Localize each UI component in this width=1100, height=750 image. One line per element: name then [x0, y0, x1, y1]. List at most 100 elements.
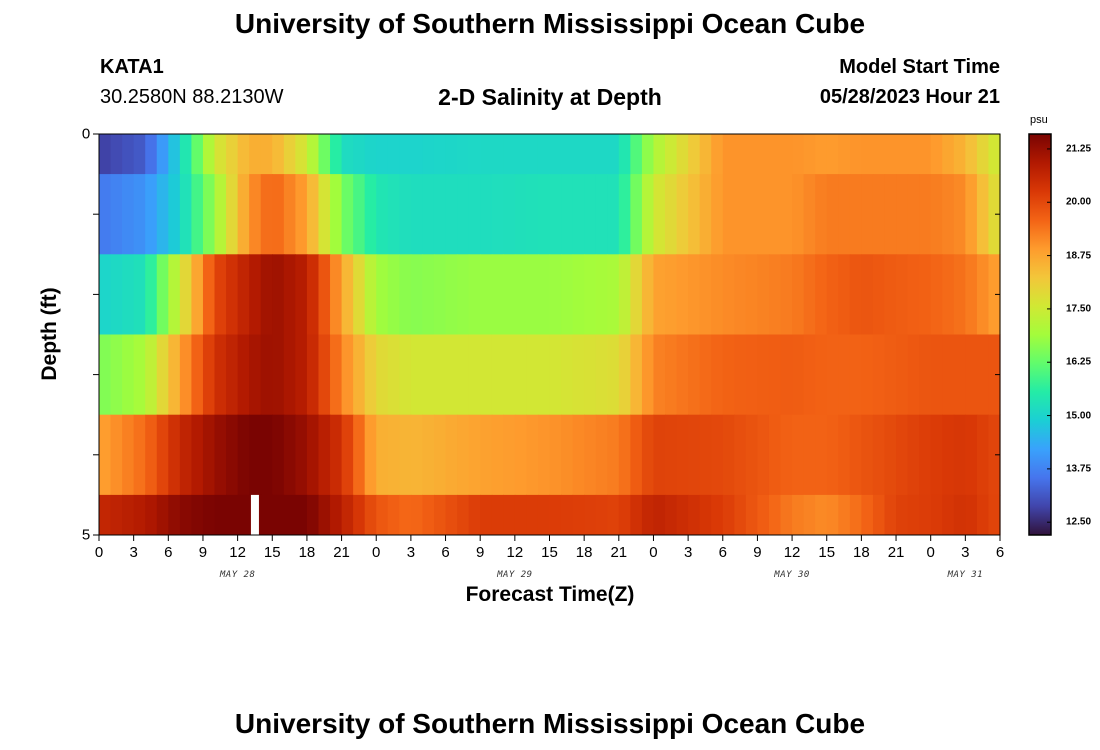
heatmap-cell [214, 174, 227, 255]
heatmap-cell [711, 254, 724, 335]
x-tick-label: 18 [853, 544, 870, 561]
heatmap-cell [260, 174, 273, 255]
heatmap-cell [399, 414, 412, 496]
heatmap-cell [457, 134, 470, 175]
heatmap-cell [930, 254, 943, 335]
heatmap-cell [792, 134, 805, 175]
heatmap-cell [318, 174, 331, 255]
heatmap-cell [283, 134, 296, 175]
heatmap-cell [376, 254, 389, 335]
heatmap-cell [156, 334, 169, 416]
heatmap-cell [803, 494, 816, 536]
heatmap-cell [433, 174, 447, 255]
heatmap-cell [526, 414, 539, 496]
heatmap-cell [595, 174, 608, 255]
heatmap-cell [330, 254, 343, 335]
heatmap-cell [526, 174, 539, 255]
heatmap-cell [503, 254, 516, 335]
heatmap-cell [480, 334, 493, 416]
heatmap-cell [226, 414, 239, 496]
heatmap-cell [896, 254, 909, 335]
heatmap-cell [491, 254, 504, 335]
heatmap-cell [849, 254, 862, 335]
heatmap-cell [919, 134, 932, 175]
heatmap-cell [179, 334, 193, 416]
heatmap-cell [838, 414, 851, 496]
heatmap-cell [399, 174, 412, 255]
heatmap-cell [942, 134, 955, 175]
heatmap-cell [757, 174, 770, 255]
heatmap-cell [445, 254, 458, 335]
heatmap-cell [145, 334, 158, 416]
heatmap-cell [468, 134, 481, 175]
heatmap-cell [872, 334, 886, 416]
heatmap-cell [919, 414, 932, 496]
heatmap-cell [722, 334, 735, 416]
heatmap-cell [376, 134, 389, 175]
heatmap-cell [168, 414, 181, 496]
heatmap-cell [884, 174, 897, 255]
heatmap-cell [168, 494, 181, 536]
heatmap-cell [249, 334, 262, 416]
heatmap-cell [595, 494, 608, 536]
heatmap-cell [260, 134, 273, 175]
heatmap-cell [330, 134, 343, 175]
heatmap-cell [965, 334, 978, 416]
heatmap-cell [780, 174, 793, 255]
heatmap-cell [549, 254, 562, 335]
heatmap-cell [711, 334, 724, 416]
x-tick-label: 15 [541, 544, 558, 561]
heatmap-cell [202, 494, 216, 536]
heatmap-cell [734, 334, 747, 416]
heatmap-cell [537, 134, 551, 175]
heatmap-cell [226, 174, 239, 255]
heatmap-cell [364, 174, 377, 255]
x-tick-label: 12 [506, 544, 524, 561]
heatmap-cell [353, 174, 366, 255]
heatmap-cell [838, 134, 851, 175]
heatmap-cell [295, 414, 308, 496]
heatmap-cell [711, 494, 724, 536]
heatmap-cell [861, 254, 874, 335]
colorbar-tick-label: 16.25 [1066, 356, 1092, 368]
heatmap-cell [699, 134, 712, 175]
heatmap-cell [537, 174, 551, 255]
heatmap-cell [861, 134, 874, 175]
heatmap-cell [815, 414, 828, 496]
heatmap-cell [249, 134, 262, 175]
heatmap-cell [110, 334, 123, 416]
heatmap-cell [861, 494, 874, 536]
heatmap-cell [457, 334, 470, 416]
heatmap-cell [226, 334, 239, 416]
heatmap-cell [376, 494, 389, 536]
chart-title-top: University of Southern Mississippi Ocean… [234, 8, 866, 39]
heatmap-cell [618, 174, 631, 255]
heatmap-cell [930, 134, 943, 175]
x-tick-label: 12 [783, 544, 801, 561]
heatmap-cell [561, 254, 574, 335]
heatmap-cell [838, 254, 851, 335]
heatmap-cell [561, 134, 574, 175]
heatmap-cell [306, 334, 320, 416]
heatmap-cell [549, 494, 562, 536]
heatmap-cell [607, 334, 620, 416]
heatmap-cell [722, 134, 735, 175]
heatmap-cell [168, 174, 181, 255]
heatmap-cell [872, 254, 886, 335]
heatmap-cell [283, 334, 296, 416]
heatmap-cell [907, 134, 920, 175]
colorbar-unit: psu [1030, 114, 1048, 126]
heatmap-cell [156, 494, 169, 536]
heatmap-cell [561, 494, 574, 536]
heatmap-cell [907, 494, 920, 536]
heatmap-cell [214, 134, 227, 175]
heatmap-cell [387, 414, 400, 496]
heatmap-cell [757, 254, 770, 335]
heatmap-cell [942, 334, 955, 416]
heatmap-cell [191, 254, 204, 335]
heatmap-cell [468, 334, 481, 416]
heatmap-cell [272, 134, 285, 175]
heatmap-cell [433, 414, 447, 496]
heatmap-cell [122, 414, 135, 496]
x-tick-label: 18 [575, 544, 593, 561]
